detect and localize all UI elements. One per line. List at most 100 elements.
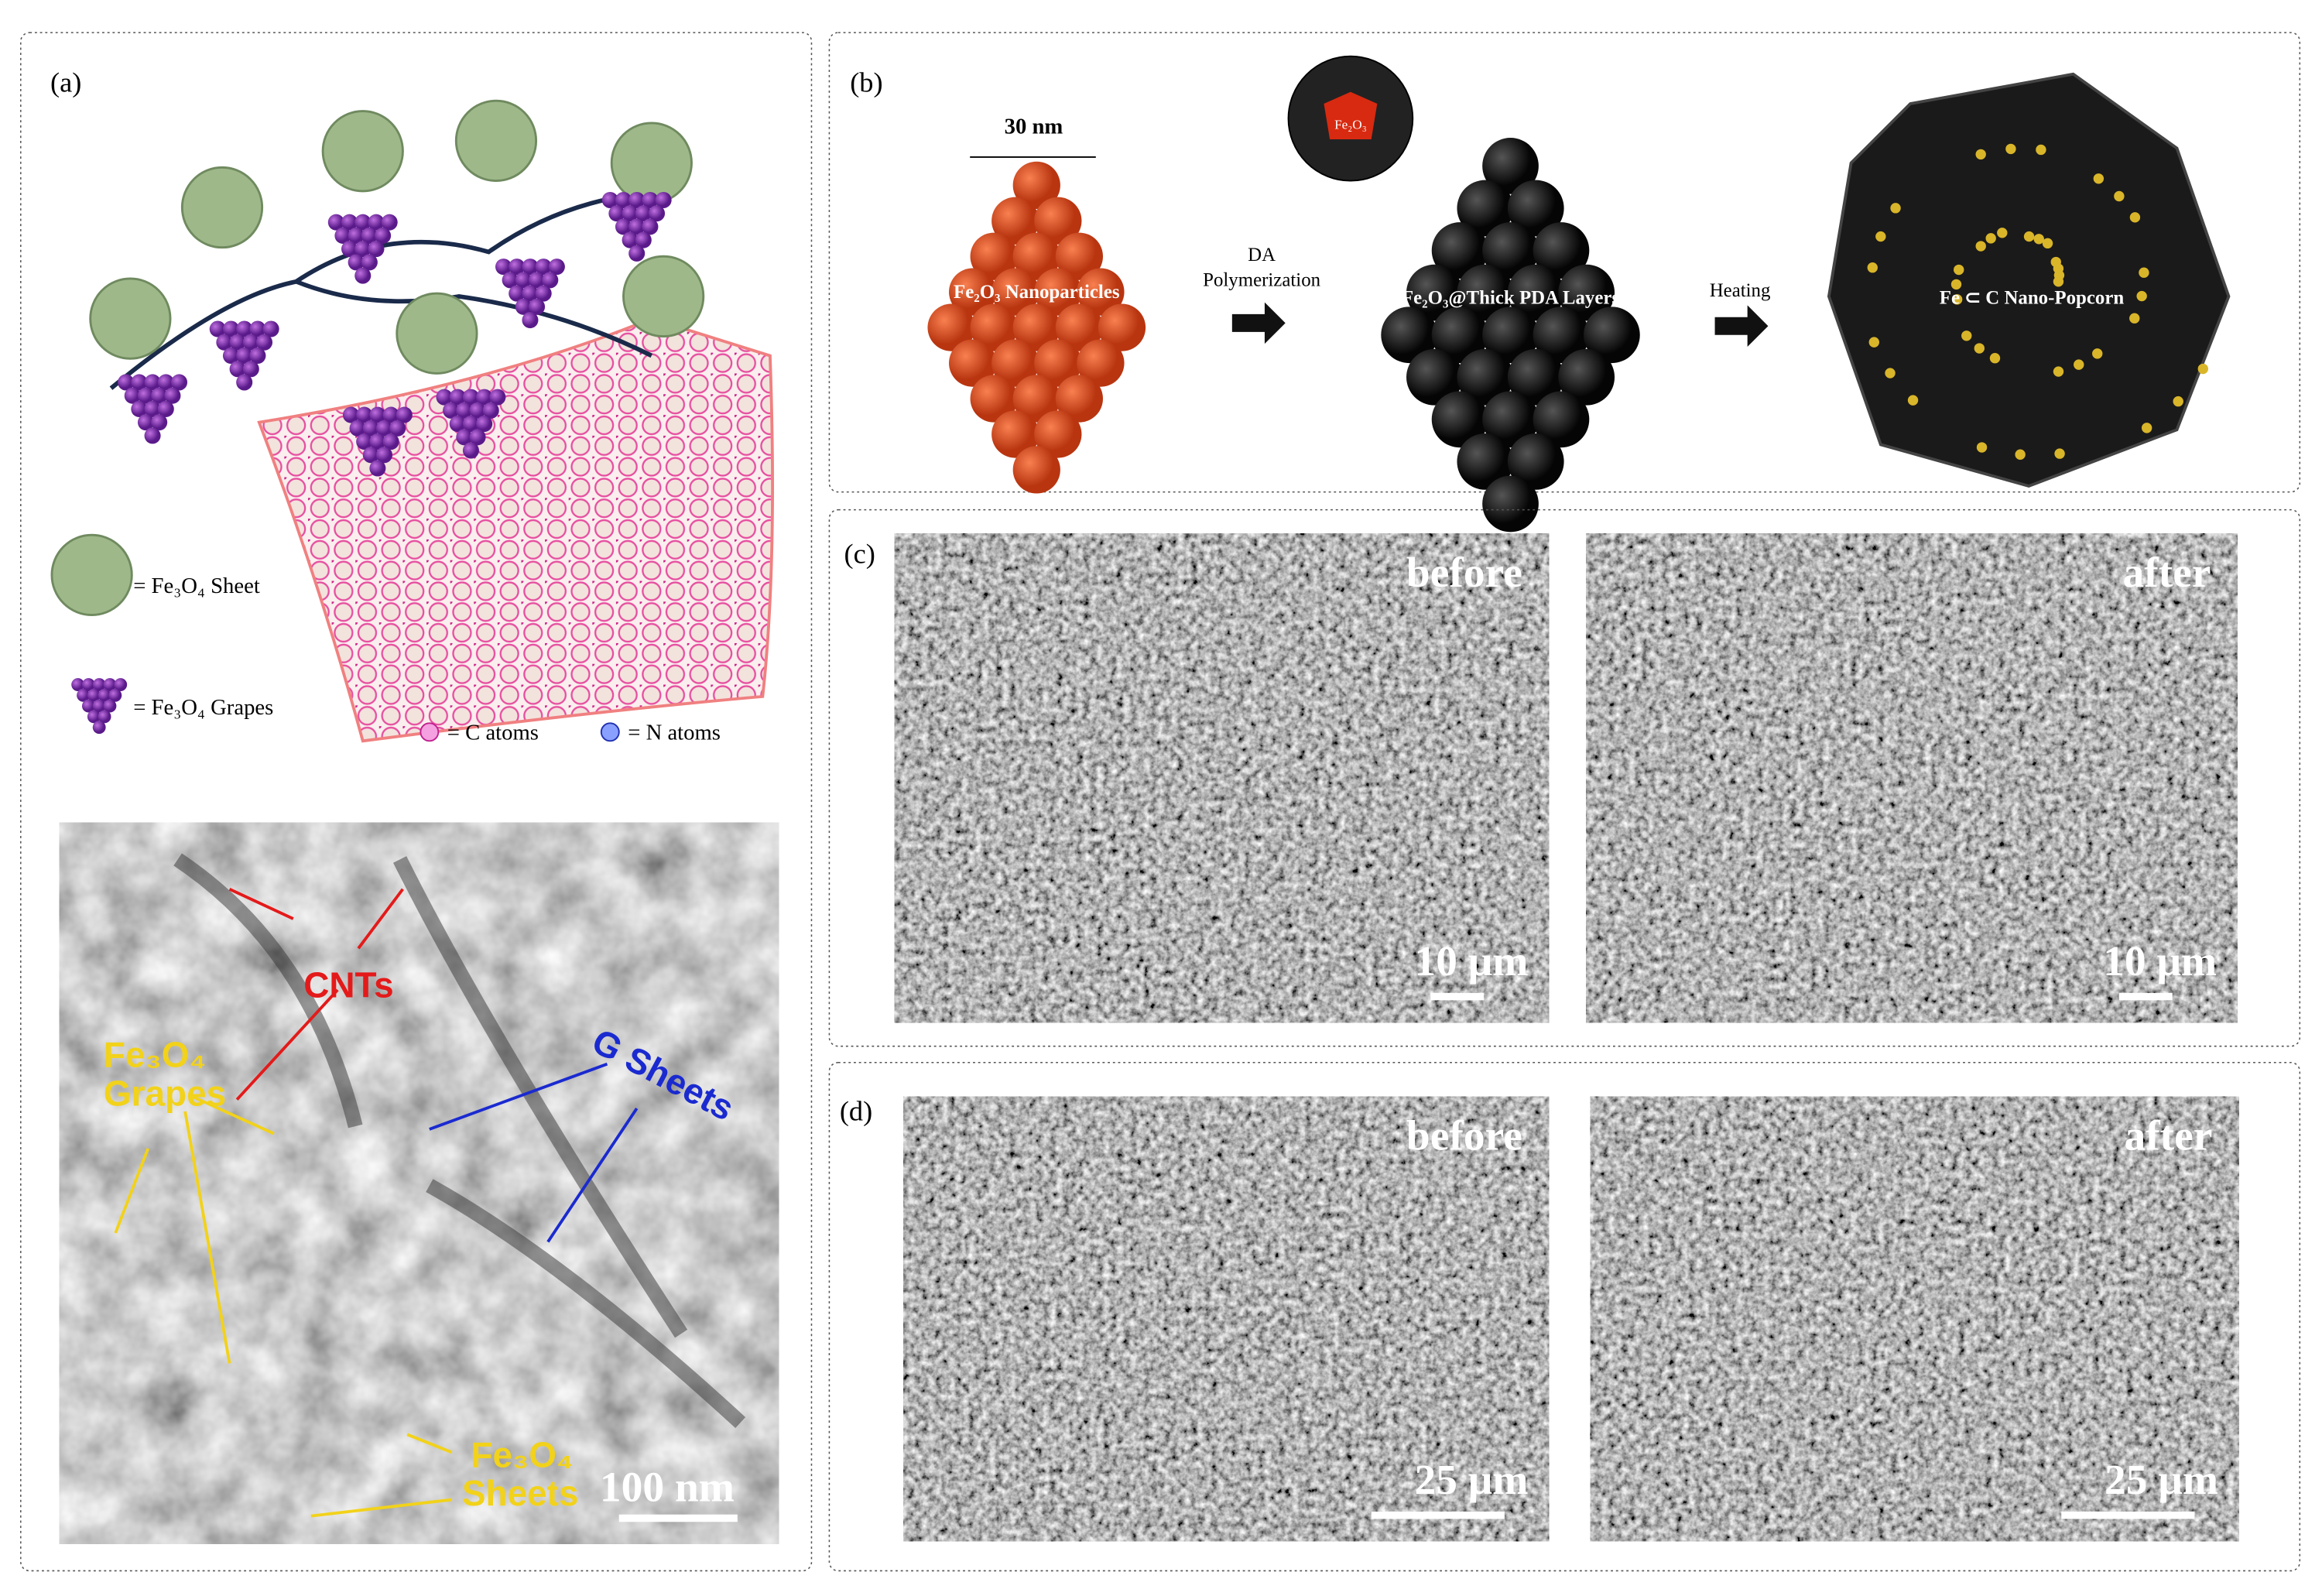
grape [449, 389, 466, 406]
grape [103, 699, 117, 713]
grape [236, 320, 253, 337]
panel-d: (d) before 25 μm after 25 μm [828, 1061, 2301, 1572]
fe-dot [2129, 212, 2141, 223]
particle [1482, 138, 1539, 194]
grape [375, 447, 393, 464]
fe-dot [1954, 264, 1964, 276]
particle [970, 375, 1018, 423]
fe-dot [2036, 144, 2046, 156]
particle [1507, 180, 1564, 237]
sem-image [1586, 533, 2238, 1023]
coated-particles [1381, 138, 1640, 533]
grape [229, 334, 246, 351]
grape [137, 414, 154, 431]
grape [157, 374, 174, 391]
grape [222, 320, 239, 337]
n-atom-icon [600, 722, 620, 742]
scale-bar-label: 25 μm [2105, 1457, 2218, 1504]
grapes [71, 191, 672, 735]
tem-label: Grapes [104, 1073, 226, 1113]
grape [462, 389, 479, 406]
panel-c: (c) before 10 μm after 10 μm [828, 509, 2301, 1047]
fe-dot [1907, 395, 1919, 406]
arrow [406, 1433, 453, 1454]
sem-image [894, 533, 1550, 1023]
tem-label: Fe₃O₄ [104, 1034, 206, 1074]
fe-dot [1868, 337, 1879, 348]
fe-dot [1989, 353, 2001, 364]
scale-bar [1371, 1511, 1505, 1519]
grape [216, 334, 233, 351]
panel-label: (d) [840, 1095, 872, 1126]
grape [92, 721, 106, 735]
grape [642, 191, 659, 208]
leaf [454, 99, 538, 183]
grape [249, 320, 266, 337]
grape [98, 688, 111, 702]
particle [1406, 264, 1463, 321]
grape [151, 414, 168, 431]
grape [108, 688, 122, 702]
particle [927, 303, 975, 351]
grape [164, 387, 181, 404]
grape [92, 699, 106, 713]
grape [81, 678, 95, 691]
fe-dot [2053, 366, 2064, 377]
grape [349, 420, 366, 437]
grape [81, 699, 95, 713]
grape [529, 272, 546, 289]
fe-dot [2033, 234, 2044, 245]
schematic: = Fe₃O₄ Sheet = Fe₃O₄ Grapes = C atoms =… [50, 99, 774, 745]
scale-bar [618, 1514, 738, 1522]
grape [356, 406, 373, 423]
grape [382, 433, 399, 450]
scale-bar-label: 25 μm [1414, 1457, 1528, 1504]
grape [655, 191, 672, 208]
fe-dot [2050, 256, 2061, 268]
grape [628, 191, 646, 208]
grape [622, 231, 639, 248]
grape [628, 245, 646, 262]
grape [502, 272, 519, 289]
scale-bar [1430, 992, 1485, 1001]
grape [375, 420, 393, 437]
grape [71, 678, 85, 691]
tem-label: Sheets [462, 1473, 579, 1513]
particle [970, 303, 1018, 351]
graphene-sheet [257, 317, 774, 743]
scale-bar [2118, 992, 2173, 1001]
grape [436, 389, 453, 406]
grape [649, 205, 666, 222]
fe-dot [1976, 442, 1988, 453]
grape [456, 429, 473, 446]
fe-dot [2141, 423, 2152, 433]
grape [144, 400, 161, 417]
particle [1431, 391, 1488, 448]
particle [1482, 222, 1539, 279]
fe-dot [2092, 348, 2103, 359]
grape [334, 227, 351, 244]
arrow [183, 1111, 231, 1364]
legend-text: = N atoms [628, 720, 721, 745]
particle [1381, 307, 1438, 364]
leaf [610, 122, 693, 204]
grape [522, 259, 539, 276]
particle [1012, 303, 1060, 351]
nano-popcorn [1827, 72, 2231, 488]
grape [375, 227, 392, 244]
grape [348, 227, 365, 244]
grape [354, 214, 372, 231]
fe-dot [1975, 241, 1986, 252]
leaf [396, 292, 478, 375]
grape [381, 214, 398, 231]
arrow [357, 888, 404, 950]
grape [515, 272, 532, 289]
particle [1533, 222, 1590, 279]
grape [229, 361, 246, 378]
grape [462, 416, 479, 433]
particle [949, 268, 997, 316]
particle [1482, 391, 1539, 448]
grape [354, 267, 372, 284]
grape [615, 191, 632, 208]
